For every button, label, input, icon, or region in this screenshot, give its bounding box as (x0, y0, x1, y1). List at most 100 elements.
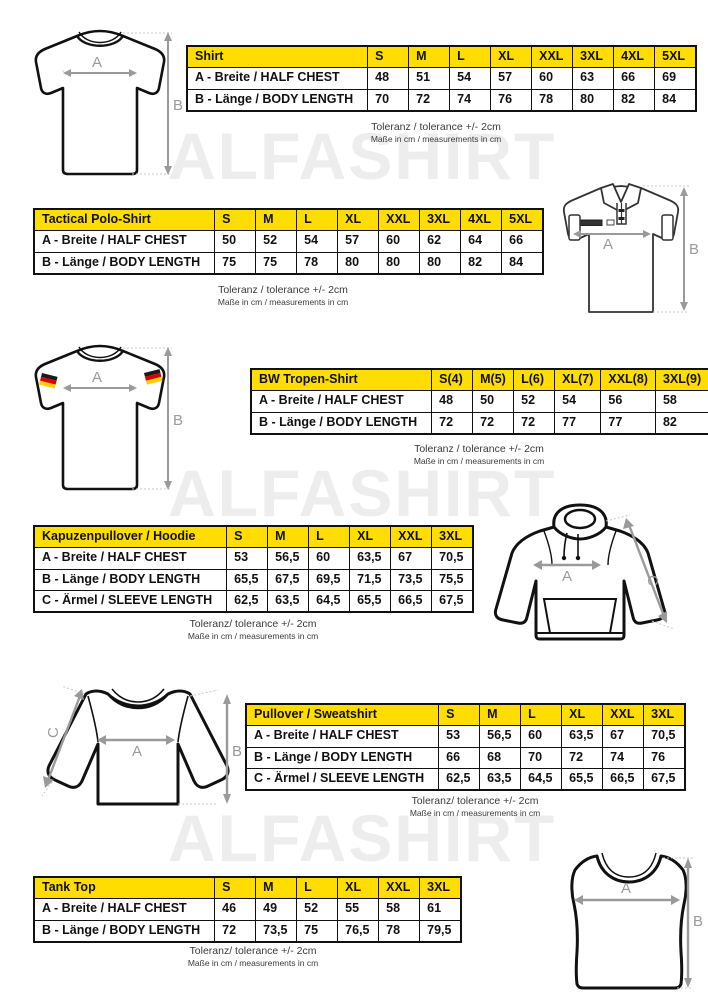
cell: 56 (600, 390, 656, 413)
cell: 80 (419, 251, 462, 275)
tolerance-note: Toleranz / tolerance +/- 2cm (218, 284, 348, 296)
cell: 51 (408, 67, 451, 90)
cell: 63,5 (267, 589, 310, 613)
cell: 52 (513, 390, 556, 413)
cell: 66,5 (390, 589, 433, 613)
size-header-5xl: 5XL (501, 209, 544, 232)
dimension-label-a: A (92, 54, 102, 71)
table-row: B - Länge / BODY LENGTH 75 75 78 80 80 8… (33, 251, 544, 275)
size-header-m: M (255, 877, 298, 900)
watermark-1: ALFASHIRT (168, 119, 557, 193)
cell: 52 (296, 898, 339, 921)
dimension-label-a: A (92, 369, 102, 386)
measurements-note: Maße in cm / measurements in cm (413, 456, 545, 467)
measurements-note: Maße in cm / measurements in cm (217, 297, 349, 308)
cell: 58 (654, 390, 708, 413)
watermark-3: ALFASHIRT (168, 801, 557, 875)
cell: 58 (378, 898, 421, 921)
size-header-s: S (214, 877, 257, 900)
cell: 80 (378, 251, 421, 275)
size-header-m5: M(5) (472, 369, 515, 392)
dimension-label-a: A (603, 236, 613, 253)
size-header-3xl: 3XL (419, 209, 462, 232)
cell: 62,5 (438, 767, 481, 791)
size-header-xl: XL (349, 526, 392, 549)
cell: 80 (572, 88, 615, 112)
size-header-xxl8: XXL(8) (600, 369, 656, 392)
cell: 75 (255, 251, 298, 275)
size-header-m: M (479, 704, 522, 727)
table-title: BW Tropen-Shirt (250, 369, 433, 392)
row-label: A - Breite / HALF CHEST (33, 547, 228, 570)
table-header-row: Kapuzenpullover / Hoodie S M L XL XXL 3X… (33, 526, 474, 549)
size-header-l: L (520, 704, 563, 727)
cell: 76 (643, 746, 686, 769)
row-label: B - Länge / BODY LENGTH (33, 251, 216, 275)
size-header-l: L (296, 209, 339, 232)
table-row: A - Breite / HALF CHEST 53 56,5 60 63,5 … (33, 547, 474, 570)
table-pullover-sweatshirt: Pullover / Sweatshirt S M L XL XXL 3XL A… (245, 703, 687, 791)
row-label: B - Länge / BODY LENGTH (250, 411, 433, 435)
size-header-3xl: 3XL (643, 704, 686, 727)
row-label: A - Breite / HALF CHEST (245, 725, 440, 748)
cell: 63 (572, 67, 615, 90)
table-tactical-polo-shirt: Tactical Polo-Shirt S M L XL XXL 3XL 4XL… (33, 208, 545, 275)
dimension-label-a: A (132, 743, 142, 760)
cell: 67,5 (643, 767, 686, 791)
size-header-s4: S(4) (431, 369, 474, 392)
cell: 64,5 (520, 767, 563, 791)
dimension-label-c: C (644, 575, 661, 586)
cell: 60 (308, 547, 351, 570)
size-header-l6: L(6) (513, 369, 556, 392)
size-header-xxl: XXL (378, 877, 421, 900)
cell: 63,5 (561, 725, 604, 748)
table-title: Shirt (186, 46, 369, 69)
cell: 65,5 (349, 589, 392, 613)
table-title: Kapuzenpullover / Hoodie (33, 526, 228, 549)
cell: 82 (613, 88, 656, 112)
cell: 60 (531, 67, 574, 90)
cell: 55 (337, 898, 380, 921)
size-header-xl: XL (337, 209, 380, 232)
cell: 61 (419, 898, 462, 921)
cell: 77 (600, 411, 656, 435)
bw-tropen-shirt-illustration: A B (22, 337, 187, 492)
cell: 79,5 (419, 919, 462, 943)
table-header-row: Tank Top S M L XL XXL 3XL (33, 877, 462, 900)
measurements-note: Maße in cm / measurements in cm (187, 958, 319, 969)
cell: 72 (431, 411, 474, 435)
cell: 70 (367, 88, 410, 112)
cell: 84 (654, 88, 697, 112)
table-bw-tropen-shirt: BW Tropen-Shirt S(4) M(5) L(6) XL(7) XXL… (250, 368, 708, 435)
measurements-note: Maße in cm / measurements in cm (409, 808, 541, 819)
dimension-label-a: A (562, 568, 572, 585)
table-row: B - Länge / BODY LENGTH 72 72 72 77 77 8… (250, 411, 708, 435)
german-flag-patch-left (39, 373, 58, 389)
cell: 74 (449, 88, 492, 112)
table-row: A - Breite / HALF CHEST 48 51 54 57 60 6… (186, 67, 697, 90)
cell: 67 (390, 547, 433, 570)
cell: 46 (214, 898, 257, 921)
cell: 73,5 (255, 919, 298, 943)
cell: 71,5 (349, 568, 392, 591)
size-header-s: S (226, 526, 269, 549)
size-header-xxl: XXL (378, 209, 421, 232)
cell: 75 (296, 919, 339, 943)
size-header-m: M (408, 46, 451, 69)
cell: 56,5 (479, 725, 522, 748)
cell: 65,5 (226, 568, 269, 591)
size-header-xxl: XXL (390, 526, 433, 549)
cell: 64,5 (308, 589, 351, 613)
cell: 50 (472, 390, 515, 413)
cell: 66,5 (602, 767, 645, 791)
cell: 67,5 (267, 568, 310, 591)
cell: 73,5 (390, 568, 433, 591)
size-header-l: L (308, 526, 351, 549)
cell: 60 (520, 725, 563, 748)
table-row: A - Breite / HALF CHEST 48 50 52 54 56 5… (250, 390, 708, 413)
cell: 67 (602, 725, 645, 748)
table-shirt: Shirt S M L XL XXL 3XL 4XL 5XL A - Breit… (186, 45, 698, 112)
table-header-row: Tactical Polo-Shirt S M L XL XXL 3XL 4XL… (33, 209, 544, 232)
cell: 78 (531, 88, 574, 112)
dimension-label-c: C (45, 727, 62, 738)
